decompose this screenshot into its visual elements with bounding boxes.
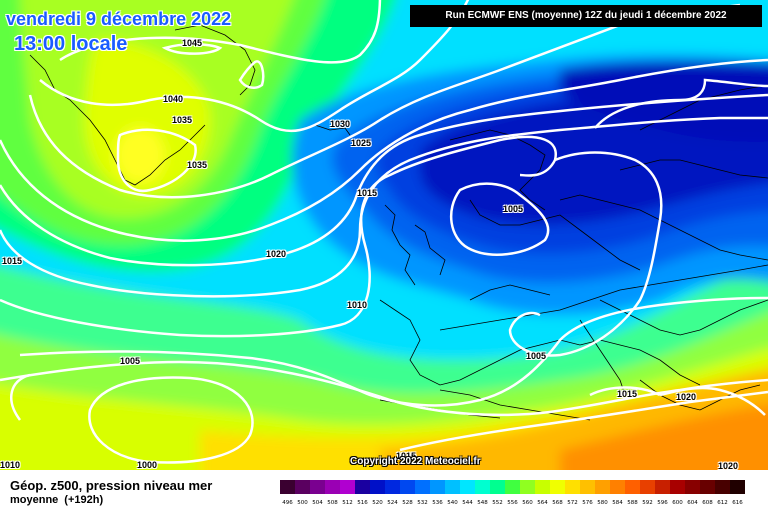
scale-value: 596: [657, 500, 668, 506]
isobar-label-1040: 1040: [163, 94, 184, 104]
isobar-label-1020: 1020: [266, 249, 287, 259]
scale-value: 548: [477, 500, 488, 506]
scale-value: 588: [627, 500, 638, 506]
scale-swatch: [490, 480, 505, 494]
scale-swatch: [325, 480, 340, 494]
scale-swatch: [295, 480, 310, 494]
color-scale-labels: 496 500 504 508 512 516 520 524 528 532 536 540 544 5…: [280, 500, 745, 506]
scale-swatch: [385, 480, 400, 494]
scale-swatch: [280, 480, 295, 494]
isobar-label-1030: 1030: [330, 119, 351, 129]
scale-swatch: [715, 480, 730, 494]
footer-lead-time: (+192h): [64, 494, 104, 506]
scale-value: 572: [567, 500, 578, 506]
scale-swatch: [595, 480, 610, 494]
scale-value: 528: [402, 500, 413, 506]
scale-value: 532: [417, 500, 428, 506]
isobar-label-1005-low: 1005: [503, 204, 524, 214]
scale-swatch: [400, 480, 415, 494]
scale-swatch: [640, 480, 655, 494]
scale-swatch: [520, 480, 535, 494]
scale-value: 504: [312, 500, 323, 506]
scale-value: 540: [447, 500, 458, 506]
scale-value: 616: [732, 500, 743, 506]
scale-value: 592: [642, 500, 653, 506]
isobar-label-1015-bottom: 1015: [396, 451, 417, 461]
isobar-label-1020-bottom: 1020: [718, 461, 739, 471]
isobar-label-1005-med: 1005: [526, 351, 547, 361]
map-time: 13:00 locale: [14, 33, 128, 55]
footer-subtitle: moyenne (+192h): [10, 494, 103, 506]
scale-swatch: [580, 480, 595, 494]
scale-swatch: [370, 480, 385, 494]
scale-swatch: [310, 480, 325, 494]
scale-value: 568: [552, 500, 563, 506]
scale-value: 584: [612, 500, 623, 506]
scale-swatch: [610, 480, 625, 494]
isobar-label-1010-bottom: 1010: [0, 460, 21, 470]
isobar-label-1035: 1035: [172, 115, 193, 125]
scale-value: 576: [582, 500, 593, 506]
scale-value: 508: [327, 500, 338, 506]
scale-swatch: [535, 480, 550, 494]
scale-swatch: [460, 480, 475, 494]
footer-title: Géop. z500, pression niveau mer: [10, 478, 213, 493]
isobars: [0, 0, 768, 463]
footer-mean: moyenne: [10, 494, 59, 506]
isobar-label-1020-east: 1020: [676, 392, 697, 402]
scale-swatch: [430, 480, 445, 494]
scale-value: 496: [282, 500, 293, 506]
scale-value: 544: [462, 500, 473, 506]
scale-swatch: [670, 480, 685, 494]
map-svg: [0, 0, 768, 470]
scale-swatch: [655, 480, 670, 494]
scale-value: 560: [522, 500, 533, 506]
isobar-label-1015-east: 1015: [617, 389, 638, 399]
scale-swatch: [565, 480, 580, 494]
scale-swatch: [415, 480, 430, 494]
scale-swatch: [340, 480, 355, 494]
isobar-label-1025: 1025: [351, 138, 372, 148]
isobar-label-1035-b: 1035: [187, 160, 208, 170]
scale-value: 612: [717, 500, 728, 506]
scale-swatch: [550, 480, 565, 494]
scale-value: 552: [492, 500, 503, 506]
scale-swatch: [730, 480, 745, 494]
isobar-label-1005-atlantic: 1005: [120, 356, 141, 366]
isobar-label-1015: 1015: [357, 188, 378, 198]
scale-value: 524: [387, 500, 398, 506]
scale-swatch: [355, 480, 370, 494]
isobar-label-1045: 1045: [182, 38, 203, 48]
scale-value: 500: [297, 500, 308, 506]
geopotential-field: [0, 0, 768, 470]
scale-value: 580: [597, 500, 608, 506]
scale-value: 604: [687, 500, 698, 506]
isobar-label-1000: 1000: [137, 460, 158, 470]
scale-value: 536: [432, 500, 443, 506]
scale-swatch: [475, 480, 490, 494]
scale-swatch: [685, 480, 700, 494]
scale-value: 600: [672, 500, 683, 506]
scale-value: 512: [342, 500, 353, 506]
run-info: Run ECMWF ENS (moyenne) 12Z du jeudi 1 d…: [410, 5, 762, 27]
scale-value: 516: [357, 500, 368, 506]
scale-value: 564: [537, 500, 548, 506]
scale-value: 556: [507, 500, 518, 506]
copyright: Copyright 2022 Meteociel.fr: [350, 456, 481, 467]
scale-value: 520: [372, 500, 383, 506]
scale-swatch: [445, 480, 460, 494]
scale-swatch: [700, 480, 715, 494]
color-scale: [280, 480, 745, 494]
scale-swatch: [505, 480, 520, 494]
scale-swatch: [625, 480, 640, 494]
isobar-label-1015-west: 1015: [2, 256, 23, 266]
map-date: vendredi 9 décembre 2022: [6, 9, 232, 29]
scale-value: 608: [702, 500, 713, 506]
weather-map: [0, 0, 768, 470]
isobar-label-1010: 1010: [347, 300, 368, 310]
